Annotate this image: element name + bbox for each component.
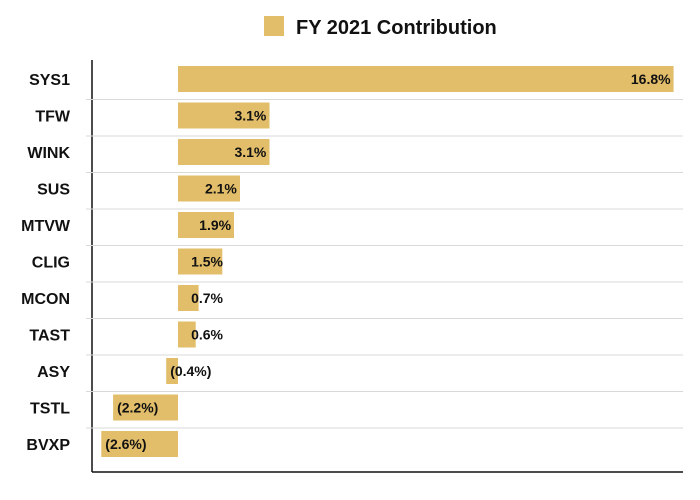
value-label-tast: 0.6% [191,327,223,343]
value-label-clig: 1.5% [191,254,223,270]
category-labels: SYS1 TFW WINK SUS MTVW CLIG MCON TAST ASY TSTL BVX… [21,72,71,454]
bar-tast [178,321,196,348]
bar-mtvw [178,212,234,238]
bars [101,66,674,457]
legend-swatch [264,16,284,36]
category-label-asy: ASY [37,364,70,381]
category-label-mcon: MCON [21,291,70,308]
category-label-clig: CLIG [32,255,70,272]
bar-tfw [178,102,270,129]
legend-label: FY 2021 Contribution [296,17,497,39]
value-label-mcon: 0.7% [191,290,223,306]
bar-asy [166,358,178,384]
category-label-mtvw: MTVW [21,218,71,235]
category-label-tstl: TSTL [30,401,70,418]
category-label-wink: WINK [27,145,70,162]
bar-bvxp [101,431,178,457]
value-labels: 16.8% 3.1% 3.1% 2.1% 1.9% 1.5% 0.7% 0.6% (0.4%) (… [105,71,671,452]
row-separators [86,99,683,429]
bar-sus [178,175,240,202]
value-label-sys1: 16.8% [631,71,671,87]
category-label-sys1: SYS1 [29,72,70,89]
category-label-bvxp: BVXP [26,437,70,454]
value-label-mtvw: 1.9% [199,217,231,233]
value-label-tfw: 3.1% [234,108,266,124]
category-label-sus: SUS [37,182,70,199]
bar-wink [178,139,270,165]
bar-sys1 [178,66,674,92]
value-label-bvxp: (2.6%) [105,436,146,452]
bar-mcon [178,285,199,311]
bar-clig [178,248,223,275]
value-label-wink: 3.1% [234,144,266,160]
value-label-asy: (0.4%) [170,363,211,379]
legend: FY 2021 Contribution [264,16,497,39]
category-label-tfw: TFW [35,109,71,126]
category-label-tast: TAST [29,328,70,345]
value-label-tstl: (2.2%) [117,400,158,416]
bar-tstl [113,394,178,421]
value-label-sus: 2.1% [205,181,237,197]
